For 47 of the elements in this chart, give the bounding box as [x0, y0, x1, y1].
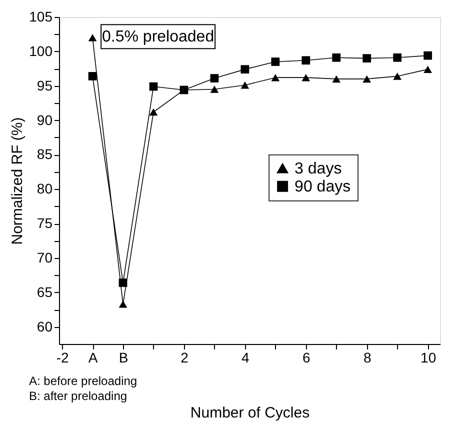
y-tick-label: 65: [36, 284, 53, 300]
y-tick-label: 95: [36, 77, 53, 94]
x-tick-label: B: [118, 350, 128, 366]
point: [118, 300, 128, 308]
point: [149, 82, 158, 91]
point: [362, 54, 372, 62]
annotation: 0.5% preloaded: [102, 28, 214, 46]
x-tick-label: 10: [420, 350, 436, 366]
legend-label: 3 days: [294, 160, 342, 178]
legend-label: 90 days: [294, 178, 351, 196]
point: [210, 86, 219, 93]
point: [240, 82, 250, 89]
x-tick-label: -2: [56, 350, 69, 366]
y-tick-label: 80: [36, 180, 53, 197]
point: [210, 74, 219, 82]
x-tick-label: 8: [363, 350, 372, 366]
point: [302, 74, 310, 82]
point: [332, 75, 341, 83]
point: [118, 278, 128, 287]
point: [424, 51, 432, 60]
point: [271, 58, 280, 66]
point: [362, 75, 372, 83]
x-tick-label: 6: [302, 350, 310, 366]
point: [302, 56, 310, 65]
point: [393, 53, 402, 62]
point: [393, 72, 402, 80]
point: [332, 53, 341, 62]
x-tick-label: 4: [242, 350, 250, 366]
x-axis-title: Number of Cycles: [190, 404, 310, 422]
point: [424, 66, 432, 73]
y-tick-label: 70: [36, 249, 53, 266]
y-axis-title: Normalized RF (%): [9, 117, 26, 245]
text: B: after preloading: [29, 389, 128, 403]
y-tick-label: 90: [36, 112, 53, 128]
y-tick-label: 75: [36, 215, 53, 232]
point: [149, 108, 158, 116]
point: [240, 65, 250, 74]
y-tick-label: 60: [36, 318, 53, 334]
point: [88, 72, 97, 80]
y-tick-label: 100: [29, 42, 53, 59]
y-tick-label: 85: [36, 146, 53, 162]
point: [271, 74, 280, 82]
x-tick-label: 2: [180, 350, 189, 366]
x-tick-label: A: [88, 350, 98, 366]
text: A: before preloading: [29, 374, 138, 388]
point: [88, 34, 97, 42]
y-tick-label: 105: [29, 8, 53, 24]
